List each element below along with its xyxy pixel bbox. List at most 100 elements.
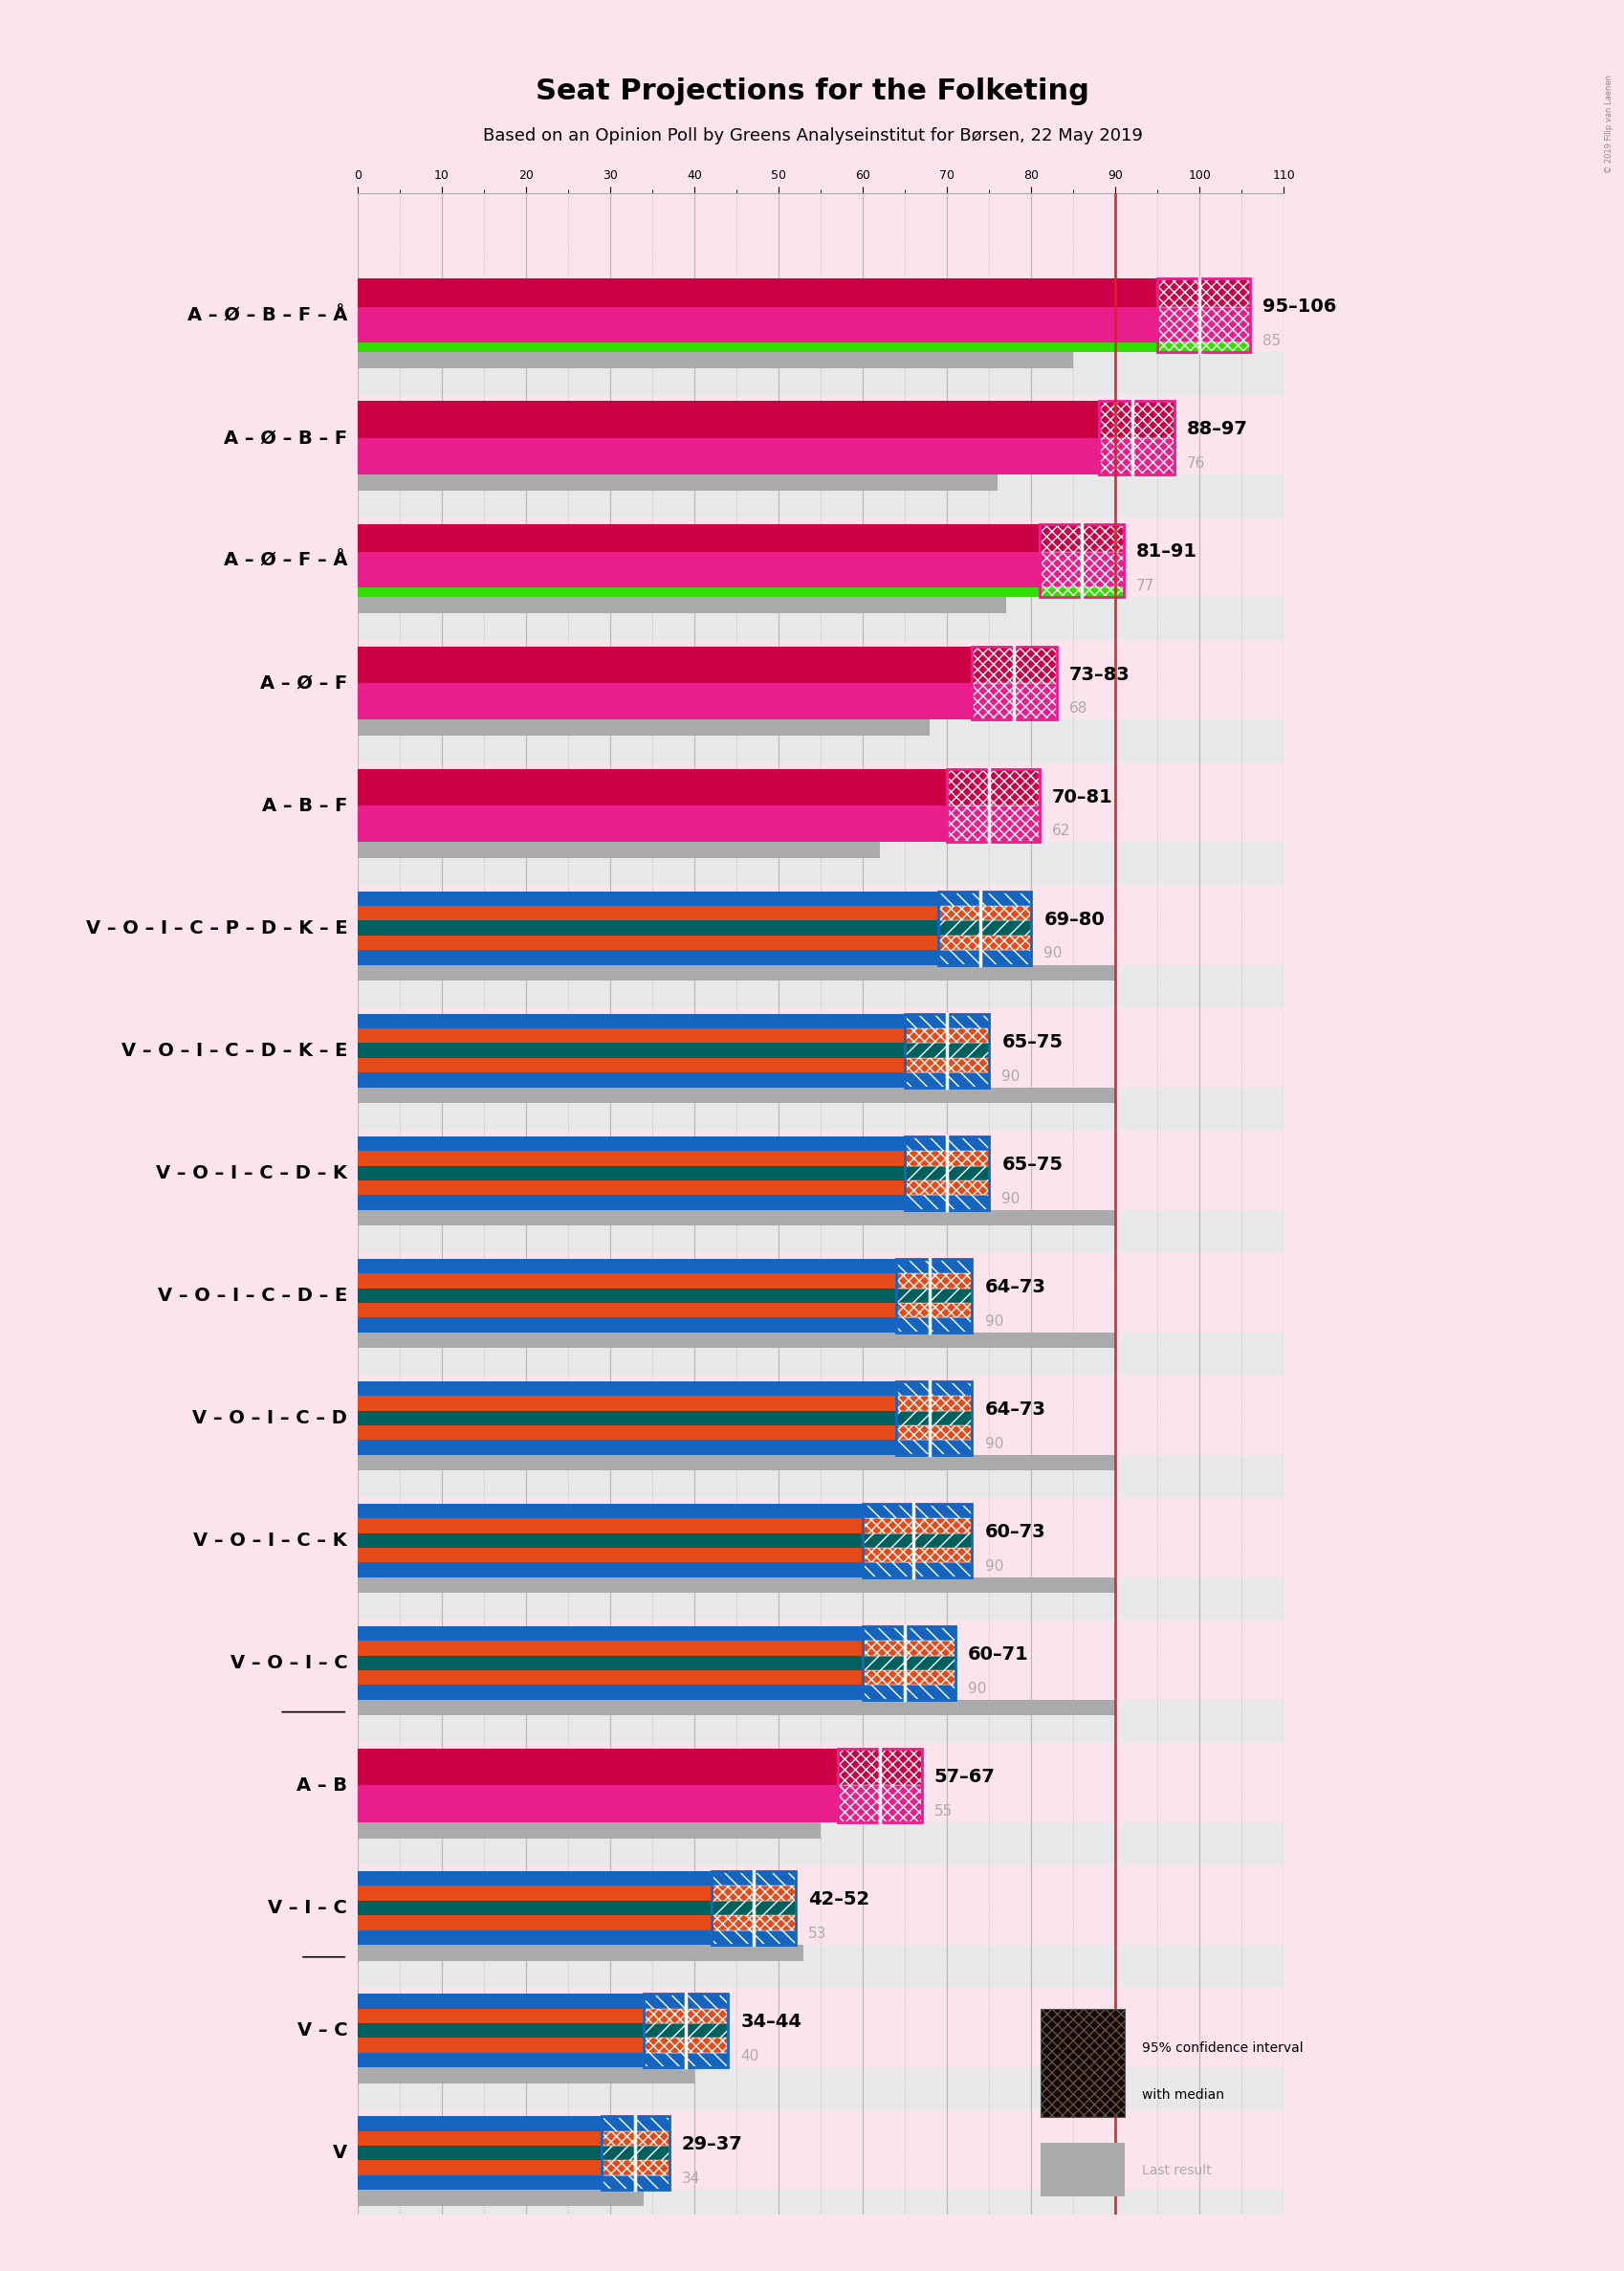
Bar: [357, 965, 1114, 981]
Bar: [357, 720, 929, 736]
Bar: [1039, 525, 1124, 597]
Bar: [357, 1072, 905, 1088]
Bar: [357, 1578, 1283, 1619]
Bar: [357, 343, 1156, 352]
Bar: [357, 2023, 643, 2037]
Bar: [357, 438, 1098, 475]
Bar: [601, 2117, 669, 2189]
Bar: [643, 2023, 728, 2037]
Bar: [357, 1821, 820, 1837]
Bar: [357, 1503, 862, 1519]
Bar: [1156, 307, 1249, 343]
Bar: [1098, 438, 1174, 475]
Bar: [357, 1642, 862, 1656]
Text: 55: 55: [934, 1803, 952, 1819]
Text: Based on an Opinion Poll by Greens Analyseinstitut for Børsen, 22 May 2019: Based on an Opinion Poll by Greens Analy…: [482, 127, 1142, 145]
Bar: [862, 1642, 955, 1656]
Text: 85: 85: [1262, 334, 1280, 347]
Bar: [357, 843, 879, 858]
Bar: [1039, 525, 1124, 552]
Text: 90: 90: [1000, 1070, 1020, 1083]
Text: 90: 90: [1000, 1192, 1020, 1206]
Bar: [905, 1013, 989, 1029]
Bar: [896, 1410, 971, 1426]
Bar: [357, 1410, 896, 1426]
Bar: [357, 1210, 1283, 1254]
Bar: [896, 1274, 971, 1288]
Bar: [711, 1901, 794, 1914]
Bar: [357, 1258, 896, 1274]
Bar: [357, 1578, 1114, 1594]
Bar: [1039, 2010, 1124, 2117]
Bar: [357, 936, 939, 949]
Bar: [643, 1994, 728, 2067]
Bar: [711, 1885, 794, 1901]
Bar: [357, 2037, 643, 2053]
Bar: [896, 1304, 971, 1317]
Bar: [357, 1533, 862, 1549]
Text: V – O – I – C – D: V – O – I – C – D: [193, 1408, 348, 1426]
Bar: [357, 1210, 1114, 1226]
Bar: [357, 475, 1283, 518]
Bar: [896, 1397, 971, 1410]
Bar: [862, 1519, 971, 1533]
Bar: [357, 597, 1005, 613]
Bar: [357, 2189, 1283, 2232]
Bar: [905, 1195, 989, 1210]
Text: 90: 90: [984, 1438, 1002, 1451]
Bar: [357, 1699, 1114, 1715]
Bar: [357, 1685, 862, 1699]
Text: V – O – I – C – D – E: V – O – I – C – D – E: [158, 1285, 348, 1304]
Text: 53: 53: [807, 1926, 827, 1942]
Bar: [711, 1930, 794, 1944]
Bar: [939, 920, 1031, 936]
Bar: [357, 475, 997, 491]
Bar: [1156, 279, 1249, 352]
Bar: [1039, 586, 1124, 597]
Text: 68: 68: [1069, 702, 1086, 715]
Bar: [357, 1562, 862, 1578]
Bar: [601, 2160, 669, 2176]
Bar: [896, 1381, 971, 1397]
Bar: [643, 2053, 728, 2067]
Bar: [905, 1165, 989, 1181]
Bar: [357, 1288, 896, 1304]
Bar: [357, 1381, 896, 1397]
Bar: [357, 1656, 862, 1671]
Text: 76: 76: [1186, 456, 1205, 470]
Bar: [896, 1258, 971, 1274]
Bar: [357, 1088, 1283, 1131]
Bar: [357, 1901, 711, 1914]
Bar: [905, 1072, 989, 1088]
Bar: [357, 402, 1098, 438]
Bar: [601, 2176, 669, 2189]
Bar: [643, 2037, 728, 2053]
Text: 70–81: 70–81: [1052, 788, 1112, 806]
Bar: [357, 684, 971, 720]
Bar: [711, 1914, 794, 1930]
Bar: [357, 1994, 643, 2008]
Bar: [357, 1671, 862, 1685]
Bar: [357, 720, 1283, 763]
Bar: [971, 684, 1056, 720]
Text: A – Ø – B – F: A – Ø – B – F: [224, 429, 348, 447]
Text: 73–83: 73–83: [1069, 665, 1129, 684]
Bar: [357, 1549, 862, 1562]
Bar: [357, 647, 971, 684]
Bar: [905, 1181, 989, 1195]
Text: 34–44: 34–44: [741, 2012, 801, 2030]
Text: A – Ø – B – F – Å: A – Ø – B – F – Å: [187, 307, 348, 325]
Bar: [905, 1136, 989, 1210]
Bar: [939, 890, 1031, 906]
Bar: [357, 1426, 896, 1440]
Text: 60–73: 60–73: [984, 1524, 1044, 1542]
Bar: [601, 2117, 669, 2130]
Bar: [357, 1930, 711, 1944]
Bar: [357, 1029, 905, 1042]
Bar: [357, 2067, 1283, 2110]
Text: 64–73: 64–73: [984, 1401, 1046, 1419]
Bar: [357, 352, 1283, 395]
Bar: [1098, 402, 1174, 438]
Bar: [896, 1381, 971, 1456]
Bar: [357, 1151, 905, 1165]
